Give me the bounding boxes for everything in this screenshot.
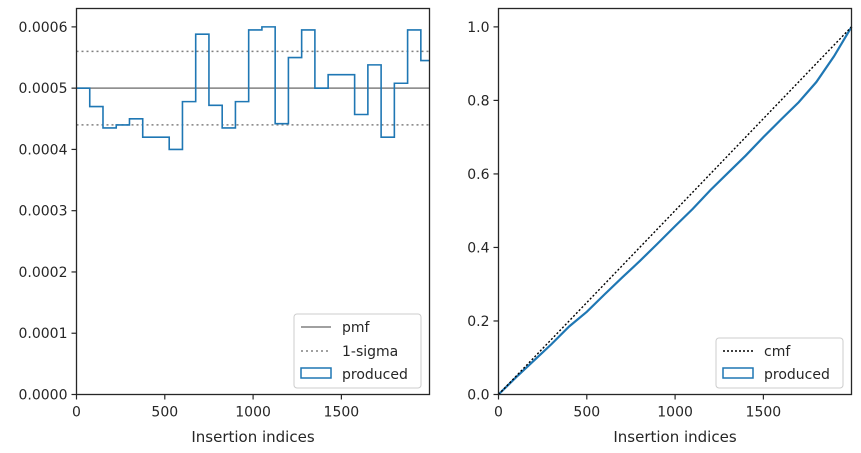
y-tick-label: 0.0000: [19, 388, 68, 404]
cmf-x-axis-label: Insertion indices: [613, 428, 736, 446]
x-tick-label: 0: [72, 405, 81, 421]
x-tick-label: 1500: [746, 405, 782, 421]
cmf-plot-area: [497, 26, 853, 396]
cmf-panel: 0 500 1000 1500 0.0 0.2 0.4 0.6 0.8 1.0 Insertion…: [467, 7, 853, 446]
cmf-series: [497, 26, 853, 395]
pmf-plot-area: [76, 26, 430, 151]
pmf-legend-box: [293, 313, 422, 389]
x-tick-label: 1000: [235, 405, 271, 421]
pmf-panel: 0 500 1000 1500 0.0000 0.0001 0.0002 0.0003 0.00…: [19, 7, 431, 446]
y-tick-label: 0.0001: [19, 326, 68, 342]
cmf-produced-legend-patch: [722, 367, 754, 379]
y-tick-label: 0.0005: [19, 81, 68, 97]
pmf-legend-label-produced: produced: [342, 367, 408, 383]
x-tick-label: 1500: [324, 405, 360, 421]
y-tick-label: 1.0: [467, 20, 489, 36]
y-tick-label: 0.2: [467, 314, 489, 330]
produced-cumulative-series: [497, 26, 853, 396]
x-tick-label: 1000: [657, 405, 693, 421]
cmf-legend-label-cmf: cmf: [764, 344, 791, 360]
produced-step-series: [76, 26, 430, 151]
y-tick-label: 0.6: [467, 167, 489, 183]
pmf-ticks: 0 500 1000 1500 0.0000 0.0001 0.0002 0.0003 0.00…: [19, 20, 360, 421]
cmf-legend-label-produced: produced: [764, 367, 830, 383]
pmf-legend: pmf 1-sigma produced: [293, 313, 422, 389]
produced-legend-patch: [300, 367, 332, 379]
y-tick-label: 0.0004: [19, 142, 68, 158]
x-tick-label: 500: [151, 405, 178, 421]
y-tick-label: 0.8: [467, 93, 489, 109]
cmf-ticks: 0 500 1000 1500 0.0 0.2 0.4 0.6 0.8 1.0: [467, 20, 781, 421]
cmf-legend: cmf produced: [715, 337, 844, 389]
pmf-legend-label-pmf: pmf: [342, 320, 371, 336]
y-tick-label: 0.0003: [19, 204, 68, 220]
x-tick-label: 500: [573, 405, 600, 421]
x-tick-label: 0: [494, 405, 503, 421]
y-tick-label: 0.0006: [19, 20, 68, 36]
pmf-legend-label-sigma: 1-sigma: [342, 344, 398, 360]
y-tick-label: 0.4: [467, 240, 489, 256]
y-tick-label: 0.0002: [19, 265, 68, 281]
pmf-x-axis-label: Insertion indices: [191, 428, 314, 446]
y-tick-label: 0.0: [467, 388, 489, 404]
